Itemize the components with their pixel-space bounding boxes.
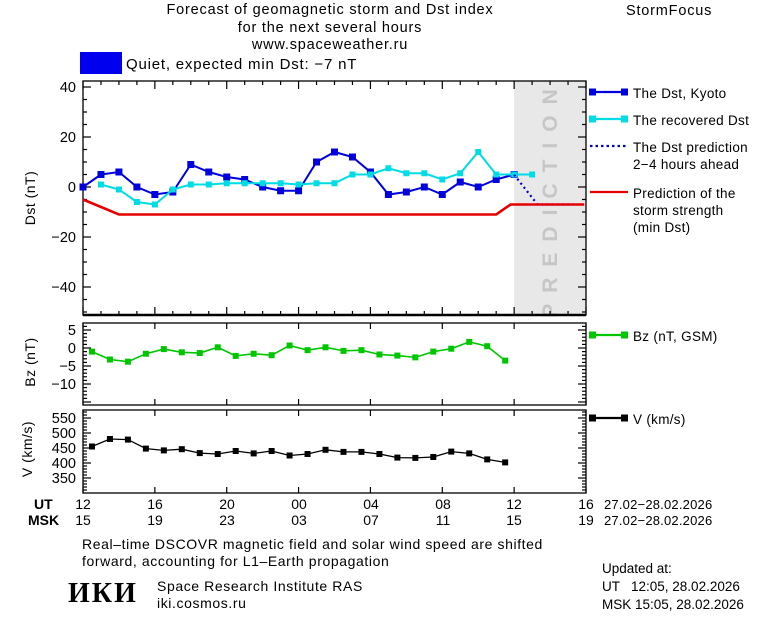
msk-tick: 23 xyxy=(219,512,235,528)
ut-tick: 00 xyxy=(291,496,307,512)
v-y-tick-label: 400 xyxy=(52,456,76,472)
bz-axis-title: Bz (nT) xyxy=(22,337,38,387)
dst-y-tick-label: 0 xyxy=(68,180,76,196)
storm-level-swatch xyxy=(80,52,122,74)
msk-row-label: MSK xyxy=(28,512,60,528)
v-y-tick-label: 550 xyxy=(52,411,76,427)
series-storm-strength xyxy=(82,198,585,216)
legend-item-dst-prediction: The Dst prediction xyxy=(588,140,748,155)
v-y-tick-label: 500 xyxy=(52,426,76,442)
ut-date-range: 27.02−28.02.2026 xyxy=(604,497,713,512)
prediction-band xyxy=(514,81,586,315)
legend-label: The Dst, Kyoto xyxy=(633,86,727,101)
series-dst-kyoto xyxy=(79,148,518,198)
footer-note-line-1: Real–time DSCOVR magnetic field and sola… xyxy=(82,536,543,552)
legend-label: Bz (nT, GSM) xyxy=(633,329,718,344)
bz-y-tick-label: 0 xyxy=(68,341,76,357)
updated-msk: MSK 15:05, 28.02.2026 xyxy=(602,597,744,612)
dst-axis-title: Dst (nT) xyxy=(22,170,38,226)
ut-tick: 08 xyxy=(435,496,451,512)
title-line-2: for the next several hours xyxy=(237,19,423,36)
ut-tick: 12 xyxy=(75,496,91,512)
legend-label: The recovered Dst xyxy=(633,113,750,128)
series-bz xyxy=(88,338,509,365)
msk-tick: 03 xyxy=(291,512,307,528)
institute-name: Space Research Institute RAS xyxy=(157,578,363,594)
legend-item-v: V (km/s) xyxy=(588,412,686,427)
legend-item-dst-kyoto: The Dst, Kyoto xyxy=(588,86,727,101)
iki-logo: ИКИ xyxy=(68,578,138,609)
storm-strength-swatch-icon xyxy=(588,186,630,201)
legend-item-recovered-dst: The recovered Dst xyxy=(588,113,749,128)
v-swatch-icon xyxy=(588,412,630,427)
title-line-1: Forecast of geomagnetic storm and Dst in… xyxy=(166,2,494,18)
brand-label: StormFocus xyxy=(626,3,713,19)
legend-label: Prediction of the xyxy=(633,186,736,201)
msk-tick: 19 xyxy=(147,512,163,528)
footer-note-line-2: forward, accounting for L1–Earth propaga… xyxy=(82,553,390,569)
institute-site: iki.cosmos.ru xyxy=(157,595,247,611)
ut-tick: 16 xyxy=(578,496,594,512)
updated-ut: UT 12:05, 28.02.2026 xyxy=(602,579,740,594)
dst-kyoto-swatch-icon xyxy=(588,86,630,101)
panel-dst: 40 20 0 −20 −40 xyxy=(51,80,587,317)
legend-label-cont: 2−4 hours ahead xyxy=(633,157,740,172)
prediction-band-label: PREDICTION xyxy=(539,78,562,318)
ut-row-label: UT xyxy=(34,496,53,512)
dst-prediction-swatch-icon xyxy=(588,140,630,155)
bz-y-tick-label: 5 xyxy=(68,323,76,339)
series-recovered-dst xyxy=(97,149,536,208)
bz-y-tick-label: −5 xyxy=(59,359,76,375)
msk-date-range: 27.02−28.02.2026 xyxy=(604,513,713,528)
v-y-tick-label: 450 xyxy=(52,441,76,457)
ut-tick: 16 xyxy=(147,496,163,512)
dst-y-tick-label: −40 xyxy=(51,280,76,296)
msk-tick: 15 xyxy=(506,512,522,528)
dst-y-tick-label: −20 xyxy=(51,230,76,246)
title-line-3: www.spaceweather.ru xyxy=(251,37,409,53)
series-v xyxy=(88,436,509,466)
legend-item-storm-strength: Prediction of the xyxy=(588,186,736,201)
dst-y-tick-label: 40 xyxy=(60,80,76,96)
dst-y-tick-label: 20 xyxy=(60,130,76,146)
legend-label-cont: (min Dst) xyxy=(633,220,691,235)
ut-tick: 04 xyxy=(363,496,379,512)
msk-tick: 07 xyxy=(363,512,379,528)
bz-swatch-icon xyxy=(588,329,630,344)
ut-tick: 12 xyxy=(506,496,522,512)
v-axis-title: V (km/s) xyxy=(19,420,35,478)
updated-label: Updated at: xyxy=(602,561,672,576)
panel-bz: 5 0 −5 −10 xyxy=(51,322,587,406)
legend-label: V (km/s) xyxy=(633,412,686,427)
legend-label-cont: storm strength xyxy=(633,203,724,218)
msk-tick: 15 xyxy=(75,512,91,528)
bz-y-tick-label: −10 xyxy=(51,377,76,393)
status-label: Quiet, expected min Dst: −7 nT xyxy=(126,56,358,73)
title-block: Forecast of geomagnetic storm and Dst in… xyxy=(40,2,620,55)
legend-label: The Dst prediction xyxy=(633,140,748,155)
recovered-dst-swatch-icon xyxy=(588,113,630,128)
msk-tick: 11 xyxy=(435,512,451,528)
legend-item-bz: Bz (nT, GSM) xyxy=(588,329,718,344)
v-y-tick-label: 350 xyxy=(52,471,76,487)
ut-tick: 20 xyxy=(219,496,235,512)
msk-tick: 19 xyxy=(578,512,594,528)
